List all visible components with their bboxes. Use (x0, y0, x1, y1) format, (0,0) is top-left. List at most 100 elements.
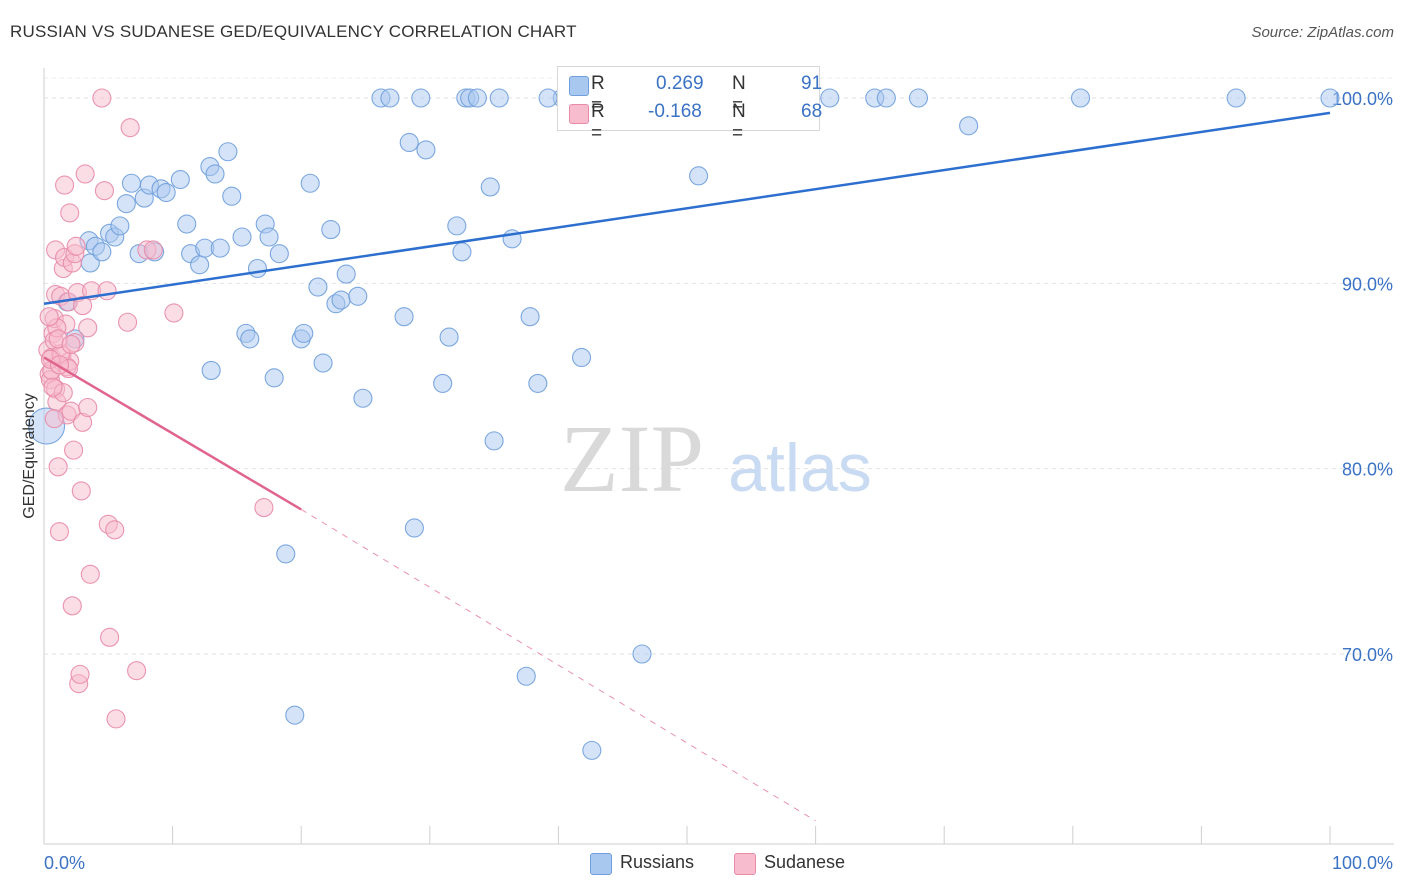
bottom-legend-sudanese[interactable]: Sudanese (734, 852, 846, 875)
russians-point (205, 164, 225, 184)
russians-point (348, 286, 368, 306)
russians-point (218, 142, 238, 162)
sudanese-point (164, 303, 184, 323)
trendlines (43, 111, 1331, 822)
russians-point (264, 368, 284, 388)
legend-box: R = 0.269 N = 91 R = -0.168 N = 68 (557, 66, 823, 144)
russians-legend-swatch (590, 853, 612, 875)
sudanese-swatch (569, 104, 589, 124)
russians-point (908, 88, 929, 108)
russians-point (520, 307, 540, 327)
y-tick-label: 100.0% (1332, 89, 1393, 109)
russians-point (190, 255, 210, 275)
russians-point (1320, 88, 1340, 108)
sudanese-points (38, 88, 274, 729)
russians-point (689, 166, 709, 186)
russians-point (177, 214, 197, 234)
russians-trendline (43, 111, 1331, 305)
y-tick-label: 70.0% (1342, 645, 1393, 665)
sudanese-point (78, 318, 98, 338)
sudanese-point (70, 664, 90, 684)
russians-point (452, 242, 472, 262)
y-tick-labels: 70.0% 80.0% 90.0% 100.0% (1332, 89, 1393, 665)
sudanese-point (254, 498, 274, 518)
russians-point (433, 373, 453, 393)
russians-point (394, 307, 414, 327)
sudanese-point (64, 440, 84, 460)
sudanese-point (120, 118, 140, 138)
watermark-atlas: atlas (728, 430, 872, 506)
sudanese-trendline-extension (300, 509, 816, 822)
russians-point (516, 666, 536, 686)
russians-point (439, 327, 459, 347)
russians-point (1070, 88, 1091, 108)
russians-point (121, 173, 141, 193)
legend-n-label: N = (732, 101, 746, 144)
russians-point (571, 347, 592, 368)
russians-point (110, 216, 130, 236)
russians-point (582, 740, 602, 760)
legend-r-label: R = (591, 101, 605, 144)
russians-point (294, 323, 314, 343)
russians-n-value: 91 (801, 73, 823, 94)
russians-point (1226, 88, 1246, 108)
sudanese-legend-label: Sudanese (764, 852, 846, 872)
russians-point (313, 353, 333, 373)
russians-point (399, 132, 419, 153)
sudanese-point (92, 88, 112, 108)
russians-point (170, 169, 190, 190)
sudanese-point (44, 409, 64, 429)
sudanese-point (143, 240, 163, 260)
sudanese-point (75, 164, 95, 184)
sudanese-trendline (43, 356, 302, 511)
russians-r-value: 0.269 (656, 73, 704, 94)
russians-point (247, 258, 268, 279)
russians-point (92, 242, 112, 262)
sudanese-point (127, 661, 147, 681)
russians-point (820, 88, 840, 108)
source-label: Source: ZipAtlas.com (1251, 24, 1394, 41)
russians-point (467, 88, 487, 108)
y-axis-label: GED/Equivalency (21, 393, 38, 518)
sudanese-point (62, 596, 82, 616)
russians-swatch (569, 76, 589, 96)
russians-point (959, 116, 979, 136)
sudanese-point (106, 709, 126, 729)
russians-point (484, 431, 504, 451)
russians-point (269, 244, 289, 264)
russians-point (380, 88, 400, 108)
russians-point (285, 705, 305, 725)
x-max-label: 100.0% (1332, 853, 1393, 873)
sudanese-point (78, 397, 98, 418)
russians-point (232, 227, 252, 247)
sudanese-point (105, 520, 125, 540)
sudanese-r-value: -0.168 (648, 101, 702, 122)
russians-point (222, 186, 242, 206)
chart-title: RUSSIAN VS SUDANESE GED/EQUIVALENCY CORR… (10, 22, 577, 41)
sudanese-point (49, 522, 69, 542)
russians-legend-label: Russians (620, 852, 695, 872)
russians-point (353, 388, 373, 408)
sudanese-point (94, 181, 114, 201)
sudanese-n-value: 68 (801, 101, 823, 122)
russians-point (321, 220, 341, 240)
russians-point (201, 360, 221, 380)
sudanese-point (118, 312, 138, 332)
russians-point (528, 373, 548, 393)
sudanese-point (61, 334, 81, 355)
russians-point (300, 173, 320, 193)
bottom-legend-russians[interactable]: Russians (590, 852, 695, 875)
russians-point (632, 644, 652, 664)
russians-point (876, 88, 896, 108)
sudanese-point (66, 236, 86, 256)
watermark-zip: ZIP (560, 405, 704, 512)
sudanese-point (48, 457, 68, 477)
russians-point (411, 88, 431, 108)
legend-n-label: N = (732, 73, 746, 116)
russians-point (447, 216, 467, 236)
russians-point (240, 329, 260, 349)
y-tick-label: 80.0% (1342, 460, 1393, 480)
sudanese-point (97, 281, 117, 301)
russians-point (336, 264, 356, 284)
